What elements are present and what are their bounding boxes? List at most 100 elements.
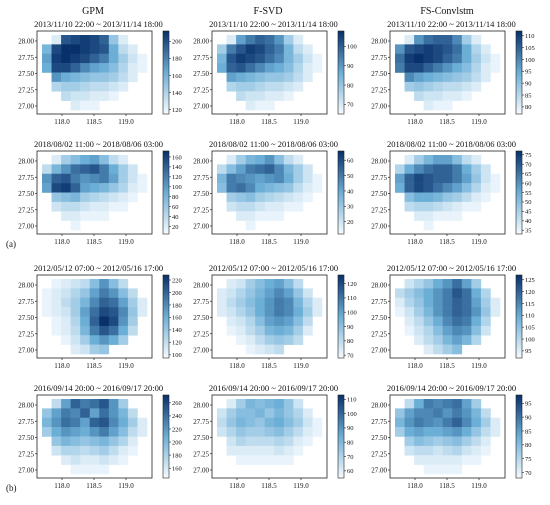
heatmap-cell (70, 307, 81, 317)
heatmap-cell (108, 183, 119, 193)
section-label-a: (a) (6, 239, 16, 249)
heatmap-cell (236, 427, 246, 437)
heatmap-cell (236, 91, 246, 101)
heatmap-cell (414, 445, 424, 456)
colorbar-tick-label: 65 (525, 171, 532, 178)
heatmap-cell (414, 72, 424, 83)
heatmap-cell (108, 164, 119, 175)
colorbar (162, 394, 170, 479)
heatmap-cell (255, 192, 266, 203)
heatmap-cell (264, 173, 275, 184)
heatmap-cell (245, 279, 256, 289)
heatmap-cell (70, 44, 81, 55)
heatmap-cell (471, 35, 482, 45)
heatmap-cell (99, 44, 110, 55)
heatmap-cell (461, 417, 472, 428)
heatmap-cell (461, 173, 472, 184)
heatmap-cell (226, 164, 237, 175)
heatmap-cell (433, 164, 444, 175)
heatmap-cell (118, 325, 129, 336)
colorbar-tick-label: 90 (525, 80, 532, 87)
heatmap-cell (395, 183, 405, 193)
heatmap-cell (217, 297, 227, 308)
heatmap-cell (99, 72, 110, 83)
heatmap-cell (480, 307, 491, 317)
heatmap-cell (442, 316, 453, 327)
heatmap-cell (80, 100, 91, 111)
heatmap-cell (452, 297, 463, 308)
heatmap-cell (404, 53, 415, 64)
colorbar-tick-label: 140 (172, 327, 182, 334)
y-tick-label: 27.00 (193, 467, 209, 475)
heatmap-cell (42, 44, 52, 55)
y-tick-label: 27.25 (193, 206, 209, 214)
heatmap-cell (471, 399, 482, 409)
heatmap-cell (312, 297, 323, 308)
heatmap-cell (442, 211, 453, 221)
heatmap-cell (433, 100, 444, 111)
heatmap-cell (404, 155, 415, 165)
heatmap-cell (61, 173, 71, 184)
heatmap-cell (452, 288, 463, 299)
heatmap-cell (283, 445, 294, 456)
heatmap-cell (461, 335, 472, 345)
heatmap-cell (226, 316, 237, 327)
heatmap-cell (433, 155, 444, 165)
heatmap-cell (480, 53, 491, 64)
colorbar-tick-label: 60 (347, 158, 354, 165)
colorbar-tick-label: 70 (347, 102, 354, 109)
heatmap-cell (99, 399, 110, 409)
heatmap-cell (274, 417, 285, 428)
colorbar-tick-label: 160 (172, 465, 182, 472)
y-tick-label: 27.25 (18, 86, 34, 94)
heatmap-cell (89, 399, 100, 409)
heatmap-cell (245, 91, 256, 101)
heatmap-cell (452, 81, 463, 92)
heatmap-cell (293, 72, 304, 83)
heatmap-cell (283, 164, 294, 175)
heatmap-cell (61, 91, 71, 101)
heatmap-cell (70, 335, 81, 345)
colorbar-tick-label: 110 (347, 295, 357, 302)
heatmap-cell (264, 335, 275, 345)
heatmap-cell (42, 183, 52, 193)
heatmap-cell (89, 192, 100, 203)
heatmap-cell (414, 279, 424, 289)
heatmap-cell (274, 35, 285, 45)
colorbar-tick-label: 180 (172, 56, 182, 63)
heatmap-cell (255, 455, 266, 465)
x-tick-label: 119.0 (118, 118, 134, 126)
heatmap-cell (471, 192, 482, 203)
heatmap-cell (51, 436, 62, 447)
heatmap-cell (423, 164, 434, 175)
y-tick-label: 27.75 (18, 54, 34, 62)
heatmap-cell (293, 325, 304, 336)
heatmap-cell (70, 220, 81, 231)
heatmap-cell (461, 445, 472, 456)
heatmap-cell (99, 91, 110, 101)
heatmap-cell (99, 445, 110, 456)
y-tick-label: 27.75 (193, 298, 209, 306)
heatmap-cell (51, 183, 62, 193)
y-tick-label: 27.25 (193, 86, 209, 94)
heatmap-cell (404, 192, 415, 203)
heatmap-cell (414, 335, 424, 345)
heatmap-cell (70, 408, 81, 419)
heatmap-cell (442, 100, 453, 111)
heatmap-cell (433, 436, 444, 447)
colorbar-tick-label: 70 (347, 454, 354, 461)
heatmap-cell (118, 455, 129, 465)
heatmap-cell (395, 297, 405, 308)
heatmap-cell (293, 81, 304, 92)
heatmap-cell (274, 455, 285, 465)
heatmap-cell (423, 335, 434, 345)
heatmap-cell (414, 325, 424, 336)
heatmap-cell (274, 173, 285, 184)
heatmap-cell (433, 211, 444, 221)
colorbar (337, 394, 345, 479)
heatmap-cell (42, 173, 52, 184)
heatmap-cell (452, 211, 463, 221)
y-tick-label: 28.00 (18, 282, 34, 290)
x-tick-label: 118.0 (54, 118, 70, 126)
heatmap-cell (236, 399, 246, 409)
